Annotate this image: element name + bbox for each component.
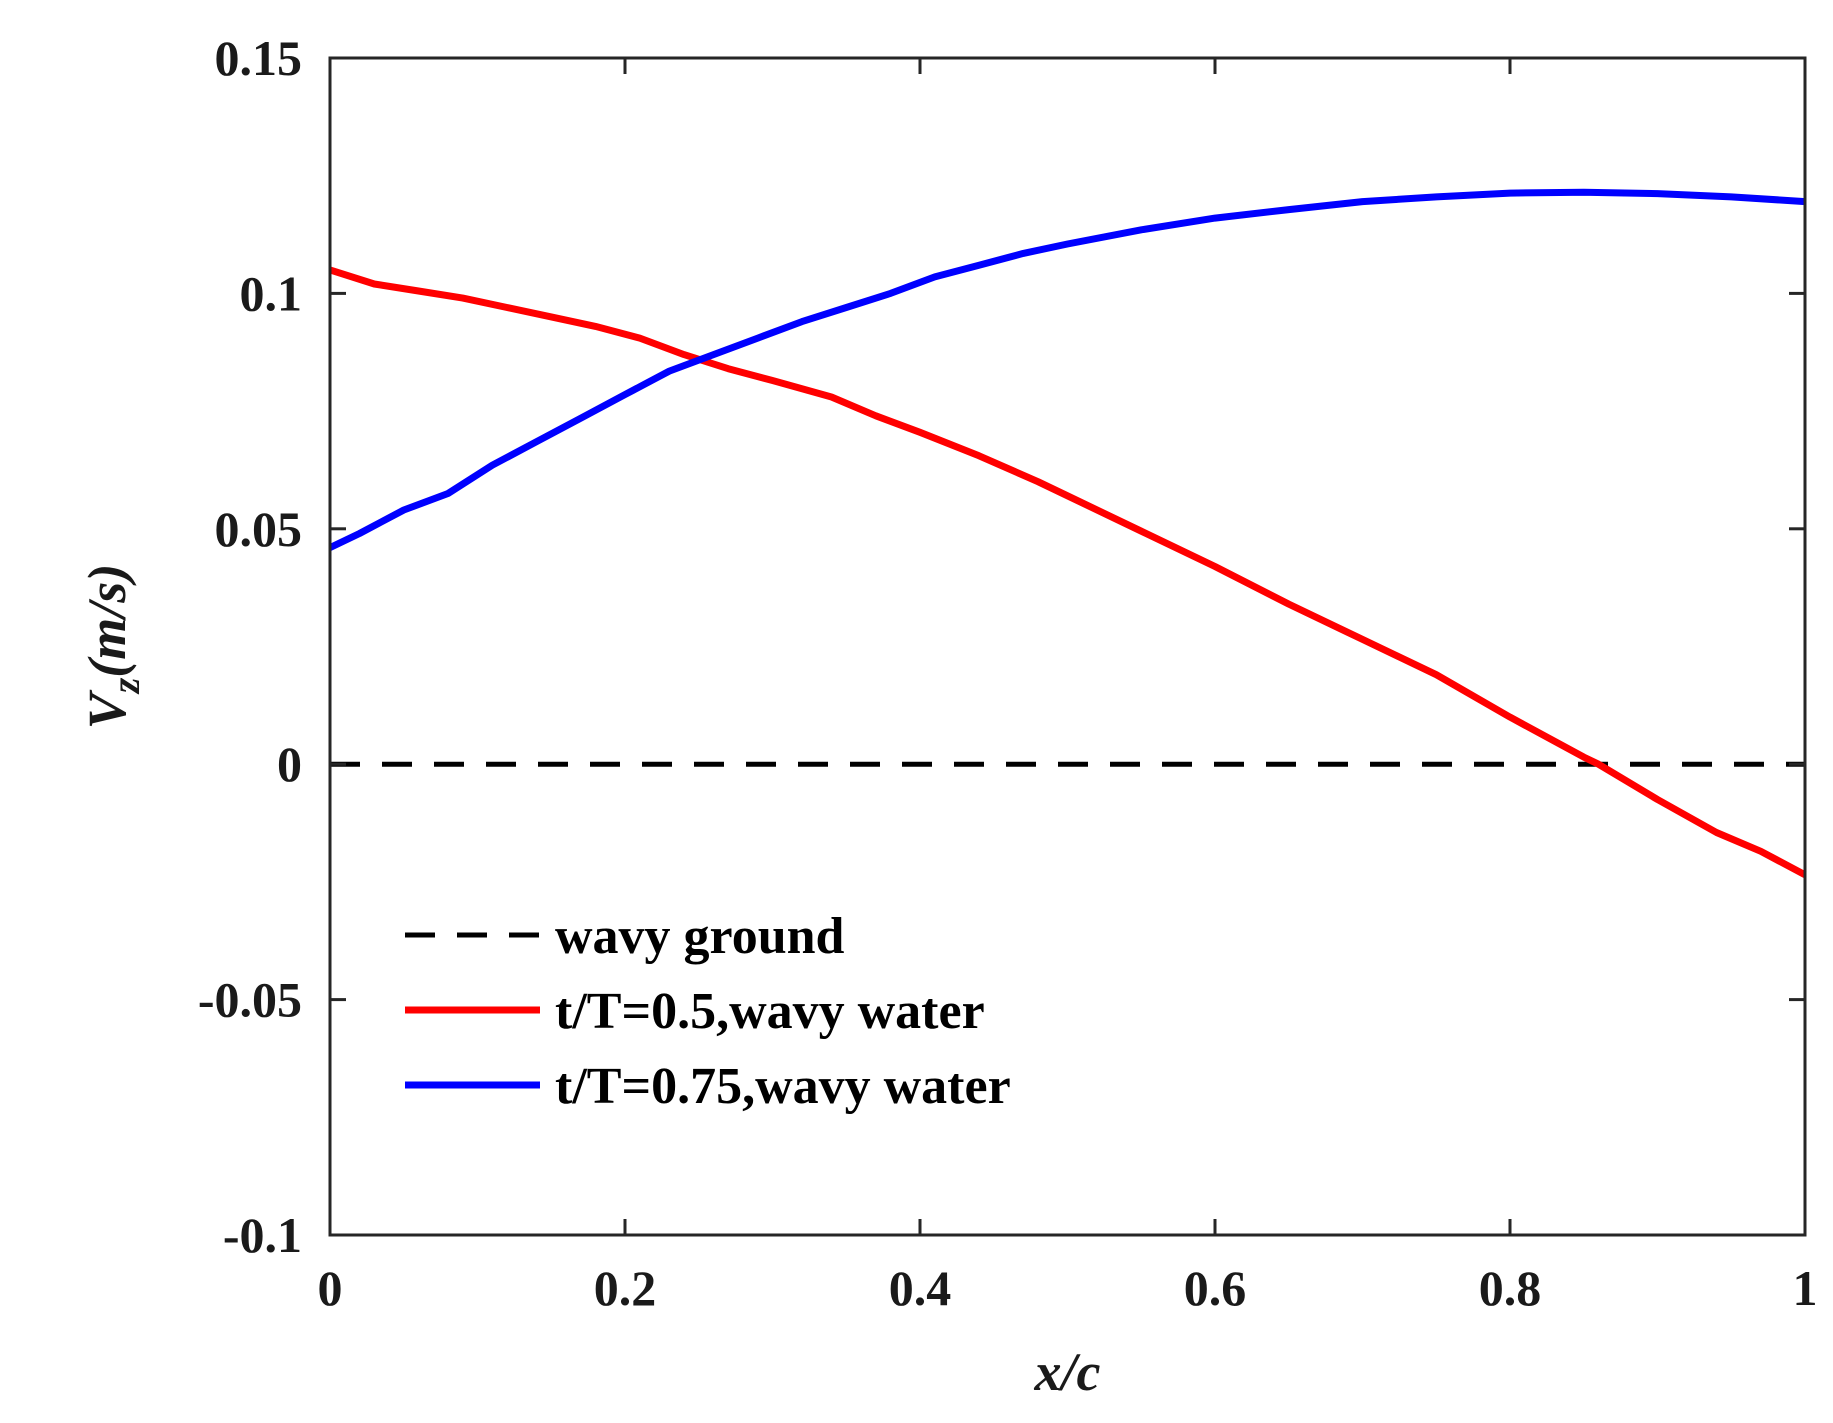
y-axis-label-subscript: z: [103, 677, 148, 695]
plot-lines: [328, 188, 1807, 878]
y-tick-label: 0.15: [215, 30, 303, 86]
axis-ticks: [328, 56, 1807, 1237]
x-tick-label: 1: [1793, 1260, 1818, 1316]
y-axis-label-main: V: [77, 689, 137, 729]
legend-label-3: t/T=0.75,wavy water: [555, 1058, 1011, 1115]
y-axis-label-unit: (m/s): [77, 564, 137, 678]
x-tick-label: 0: [318, 1260, 343, 1316]
y-tick-label: 0.05: [215, 501, 303, 557]
series-line-3: [328, 188, 1806, 551]
y-axis-label: Vz(m/s): [77, 564, 148, 730]
x-tick-label: 0.2: [594, 1260, 657, 1316]
legend: wavy ground t/T=0.5,wavy water t/T=0.75,wa…: [405, 908, 1011, 1115]
x-tick-label: 0.6: [1184, 1260, 1247, 1316]
svg-text:Vz(m/s): Vz(m/s): [77, 564, 148, 730]
x-axis-label: x/c: [1034, 1342, 1101, 1402]
y-tick-label: -0.05: [198, 972, 302, 1028]
plot-frame: [328, 56, 1807, 1237]
y-tick-label: 0: [277, 736, 302, 792]
legend-label-2: t/T=0.5,wavy water: [555, 983, 985, 1040]
x-tick-label: 0.8: [1479, 1260, 1542, 1316]
x-tick-label: 0.4: [889, 1260, 952, 1316]
tick-labels: 0 0.2 0.4 0.6 0.8 1 -0.1 -0.05 0 0.05 0.1 0.15: [198, 30, 1818, 1316]
y-tick-label: 0.1: [240, 265, 303, 321]
series-line-2: [328, 266, 1807, 878]
legend-label-1: wavy ground: [555, 908, 845, 965]
y-tick-label: -0.1: [223, 1207, 302, 1263]
